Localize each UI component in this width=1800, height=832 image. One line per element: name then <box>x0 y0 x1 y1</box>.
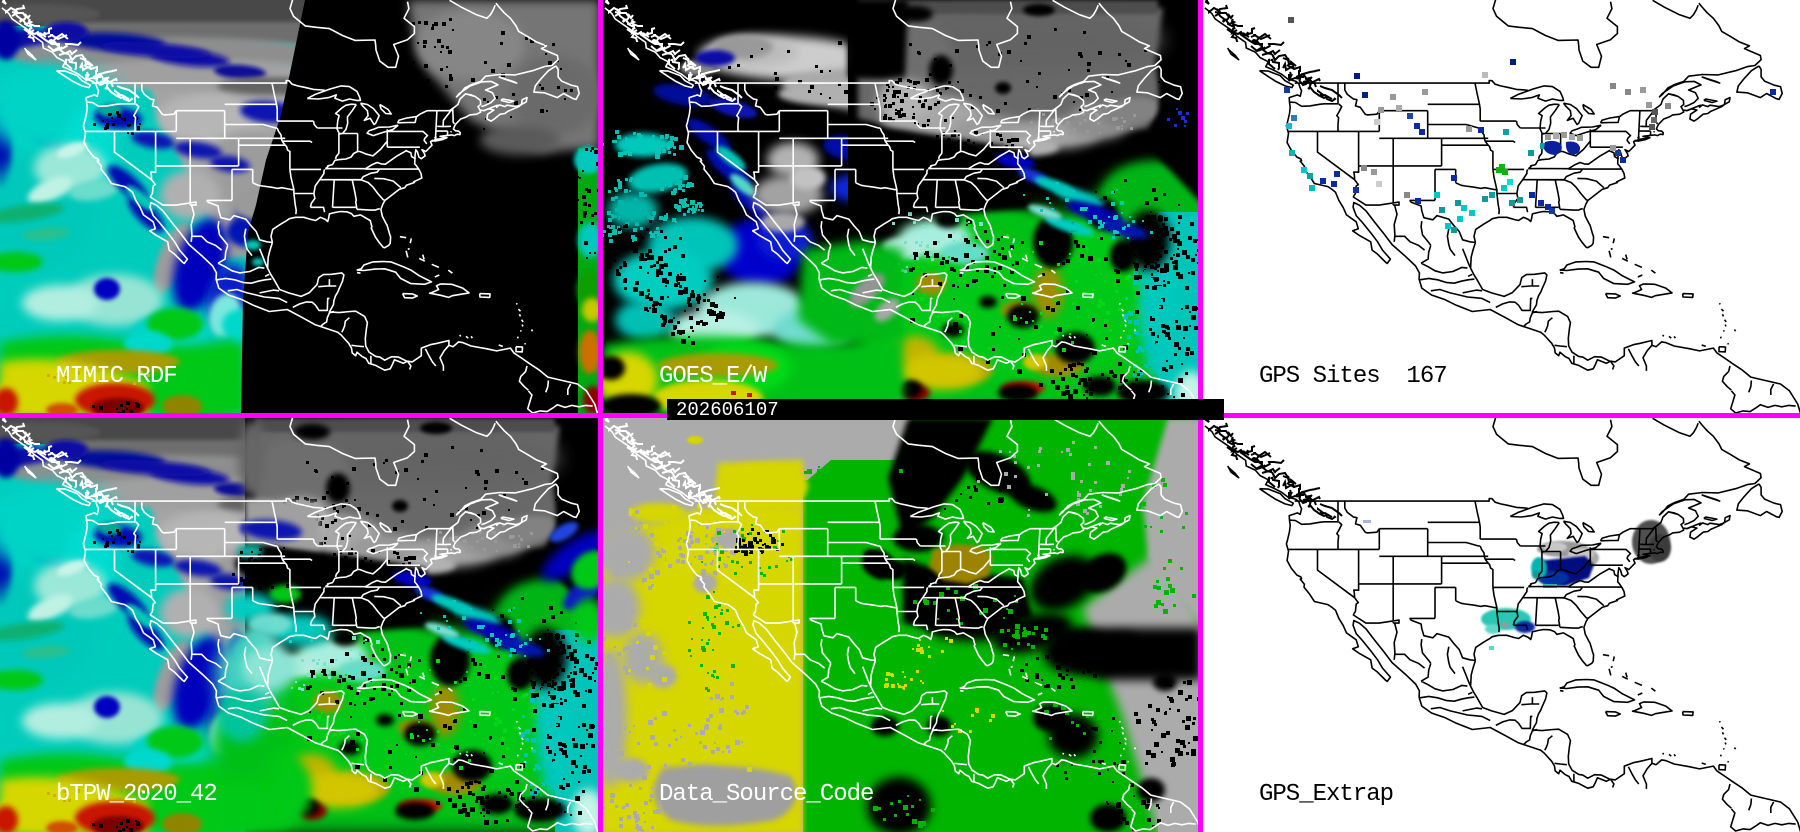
svg-text:GOES_E/W: GOES_E/W <box>659 363 768 390</box>
svg-text:MIMIC RDF: MIMIC RDF <box>56 363 177 390</box>
svg-text:Data_Source_Code: Data_Source_Code <box>659 781 873 808</box>
svg-text:GPS Sites 167: GPS Sites 167 <box>1259 363 1447 390</box>
svg-text:bTPW_2020_42: bTPW_2020_42 <box>56 781 217 808</box>
svg-text:GPS_Extrap: GPS_Extrap <box>1259 781 1393 808</box>
